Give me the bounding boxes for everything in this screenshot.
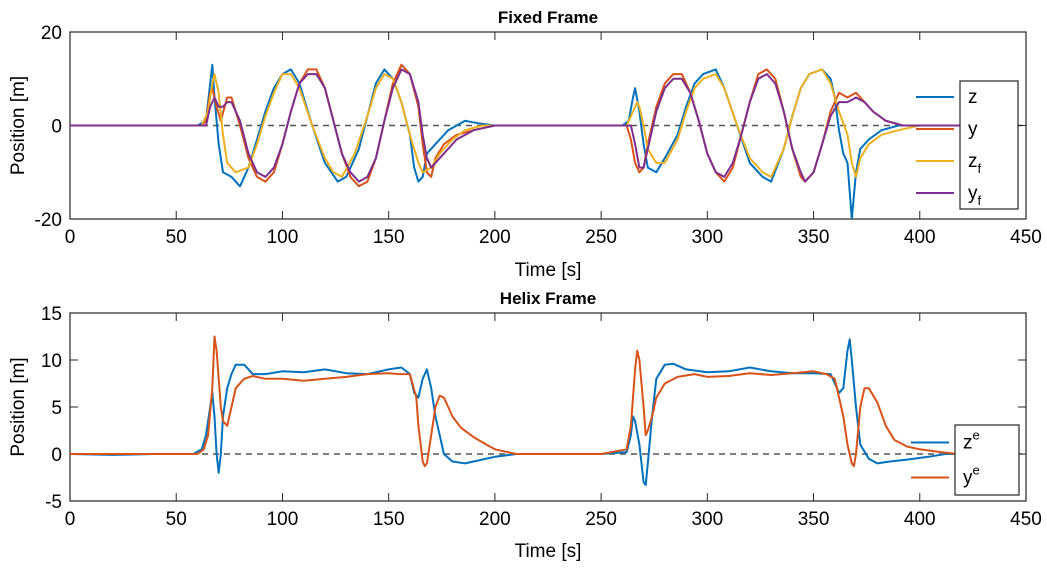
legend: zy zf yf <box>916 80 1019 210</box>
y-tick-label: 10 <box>41 351 62 372</box>
x-tick-label: 350 <box>798 509 830 530</box>
x-tick-label: 0 <box>65 509 76 530</box>
y-tick-label: 5 <box>51 398 62 419</box>
x-tick-label: 200 <box>479 227 511 248</box>
legend-label: z <box>968 87 978 108</box>
y-tick-label: 15 <box>41 304 62 325</box>
legend-label: ze <box>963 428 980 454</box>
x-tick-label: 250 <box>585 509 617 530</box>
x-tick-label: 150 <box>373 227 405 248</box>
series-group <box>70 335 959 486</box>
y-tick-label: -5 <box>45 492 62 513</box>
x-tick-label: 150 <box>373 509 405 530</box>
x-tick-label: 450 <box>1010 227 1042 248</box>
x-tick-label: 300 <box>691 509 723 530</box>
x-tick-label: 400 <box>904 227 936 248</box>
legend-label: ye <box>963 463 980 489</box>
series-line-y-f <box>70 68 963 183</box>
x-tick-label: 50 <box>166 509 187 530</box>
legend-label: yf <box>968 183 982 208</box>
legend-box <box>954 424 1020 496</box>
series-line-y-e <box>70 335 959 468</box>
series-group <box>70 63 963 219</box>
x-tick-label: 0 <box>65 227 76 248</box>
legend-box <box>959 80 1019 210</box>
legend-label: zf <box>968 151 982 176</box>
y-tick-label: 0 <box>51 445 62 466</box>
x-tick-label: 350 <box>798 227 830 248</box>
chart-title: Helix Frame <box>500 289 596 308</box>
x-tick-label: 300 <box>691 227 723 248</box>
y-axis-label: Position [m] <box>8 357 29 456</box>
x-tick-label: 450 <box>1010 509 1042 530</box>
x-tick-label: 100 <box>267 227 299 248</box>
y-axis-label: Position [m] <box>8 76 29 175</box>
series-line-z <box>70 63 963 219</box>
x-tick-label: 100 <box>267 509 299 530</box>
legend: ze ye <box>911 424 1020 496</box>
x-tick-label: 400 <box>904 509 936 530</box>
x-tick-label: 200 <box>479 509 511 530</box>
x-axis-label: Time [s] <box>515 541 582 562</box>
x-tick-label: 50 <box>166 227 187 248</box>
x-axis-label: Time [s] <box>515 260 582 281</box>
y-tick-label: 20 <box>41 23 62 44</box>
y-tick-label: 0 <box>51 117 62 138</box>
x-tick-label: 250 <box>585 227 617 248</box>
series-line-z-e <box>70 338 958 486</box>
y-tick-label: -20 <box>35 210 62 231</box>
legend-label: y <box>968 119 978 140</box>
chart-title: Fixed Frame <box>498 8 598 27</box>
